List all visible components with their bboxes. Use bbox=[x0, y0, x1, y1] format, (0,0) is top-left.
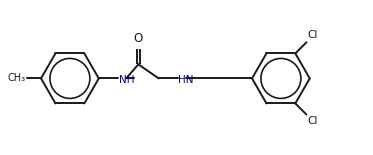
Text: Cl: Cl bbox=[307, 31, 317, 40]
Text: NH: NH bbox=[119, 75, 134, 85]
Text: HN: HN bbox=[178, 75, 193, 85]
Text: O: O bbox=[134, 32, 143, 45]
Text: CH₃: CH₃ bbox=[7, 73, 25, 83]
Text: Cl: Cl bbox=[307, 116, 317, 126]
